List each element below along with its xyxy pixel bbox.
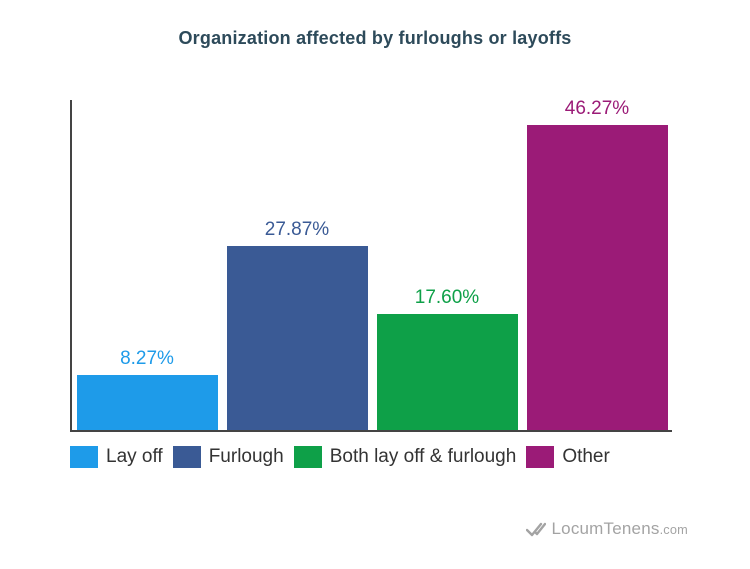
chart-legend: Lay off Furlough Both lay off & furlough Ot… [70,446,690,468]
legend-item-3: Other [526,446,610,468]
legend-swatch-3 [526,446,554,468]
legend-swatch-0 [70,446,98,468]
chart-title: Organization affected by furloughs or la… [0,28,750,49]
bar-value-label-1: 27.87% [227,219,368,241]
bar-3: 46.27% [527,125,668,430]
brand-main: LocumTenens [552,519,660,538]
bar-2: 17.60% [377,314,518,430]
bar-value-label-0: 8.27% [77,348,218,370]
legend-label-0: Lay off [106,446,163,468]
legend-label-1: Furlough [209,446,284,468]
plot-area: 8.27%27.87%17.60%46.27% [70,100,672,432]
legend-swatch-2 [294,446,322,468]
legend-item-1: Furlough [173,446,284,468]
bar-value-label-2: 17.60% [377,287,518,309]
brand-suffix: .com [660,522,688,537]
branding: LocumTenens.com [526,519,688,539]
brand-check-icon [526,519,546,539]
bar-value-label-3: 46.27% [527,98,668,120]
legend-swatch-1 [173,446,201,468]
legend-item-0: Lay off [70,446,163,468]
legend-label-3: Other [562,446,610,468]
chart-container: Organization affected by furloughs or la… [0,0,750,569]
bar-0: 8.27% [77,375,218,430]
legend-label-2: Both lay off & furlough [330,446,517,468]
brand-text: LocumTenens.com [552,519,688,539]
legend-item-2: Both lay off & furlough [294,446,517,468]
bar-1: 27.87% [227,246,368,430]
